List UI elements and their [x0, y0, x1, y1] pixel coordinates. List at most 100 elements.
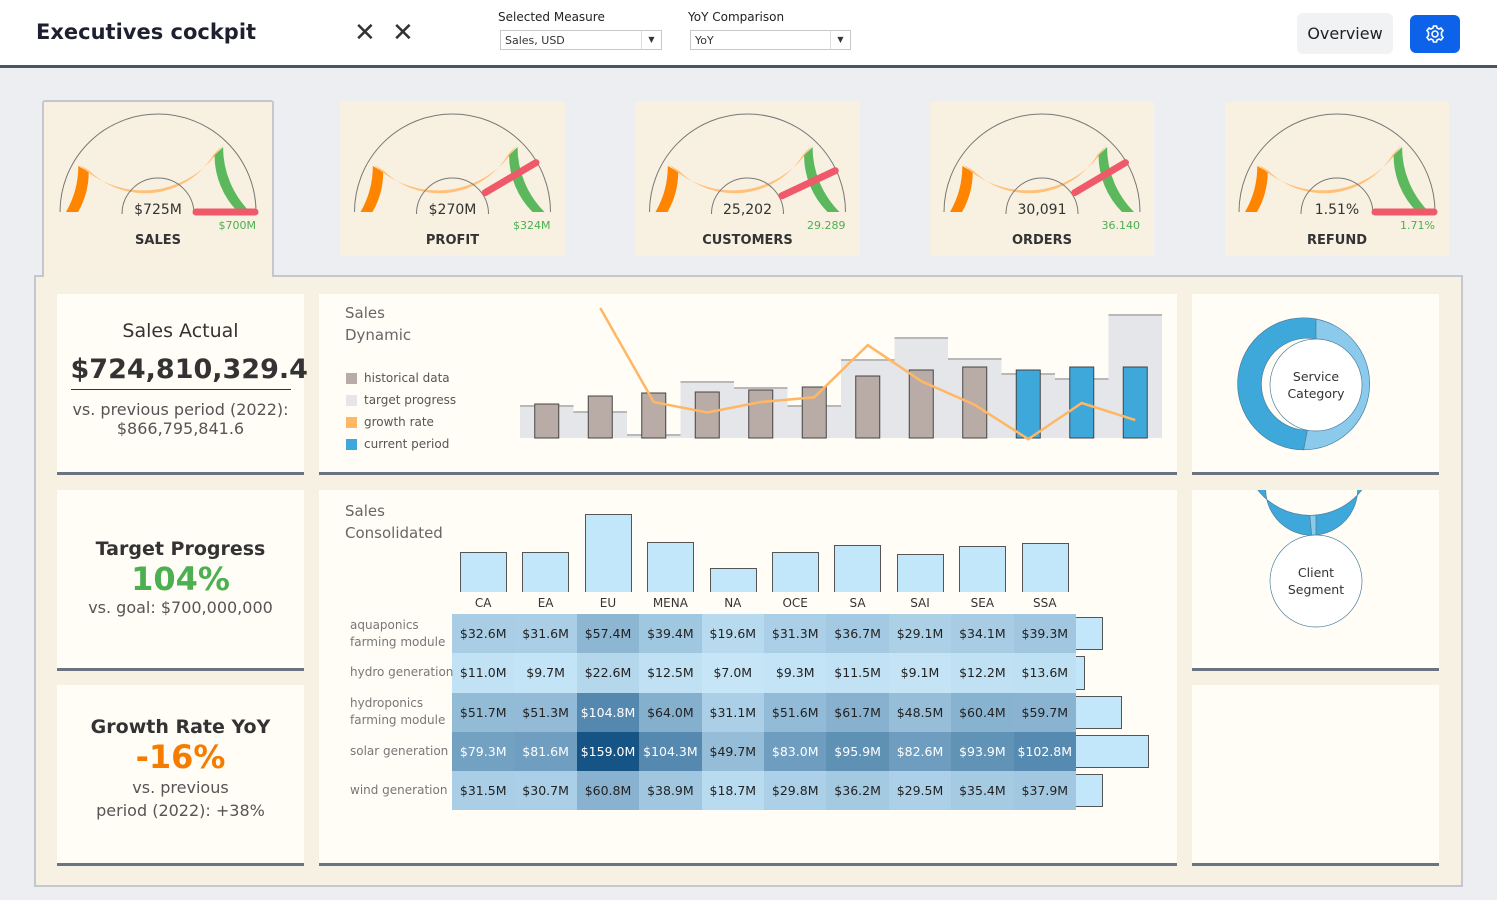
x-icon[interactable]: ✕ — [392, 18, 414, 48]
heatmap-cell[interactable]: $49.7M — [701, 731, 764, 772]
legend-item[interactable]: growth rate — [346, 411, 456, 433]
heatmap-cell[interactable]: $31.1M — [701, 692, 764, 732]
heatmap-cell[interactable]: $29.8M — [764, 771, 827, 811]
heatmap-cell[interactable]: $29.1M — [888, 614, 952, 654]
historical-bar — [748, 389, 774, 439]
heatmap-cell[interactable]: $38.9M — [639, 771, 702, 811]
row-total-bar[interactable] — [1076, 695, 1122, 729]
yoy-comparison-dropdown[interactable]: YoY ▼ — [690, 30, 851, 50]
heatmap-cell[interactable]: $61.7M — [826, 692, 889, 732]
heatmap-cell[interactable]: $31.3M — [764, 614, 827, 654]
row-label: wind generation — [350, 782, 447, 799]
heatmap-cell[interactable]: $60.8M — [576, 771, 640, 811]
legend-item[interactable]: target progress — [346, 389, 456, 411]
column-total-bar[interactable] — [896, 553, 944, 592]
row-total-bar[interactable] — [1076, 617, 1104, 651]
chart-title-line: Dynamic — [345, 326, 412, 344]
x-icon[interactable]: ✕ — [354, 18, 376, 48]
heatmap-cell[interactable]: $95.9M — [826, 731, 889, 772]
heatmap-cell[interactable]: $51.6M — [764, 692, 827, 732]
row-label-line: solar generation — [350, 744, 449, 759]
client-segment-card: Client Segment — [1192, 382, 1439, 671]
heatmap-cell[interactable]: $36.2M — [826, 771, 889, 811]
heatmap-cell[interactable]: $83.0M — [764, 731, 827, 772]
target-progress-title: Target Progress — [95, 538, 266, 560]
heatmap-cell[interactable]: $51.7M — [452, 692, 515, 732]
heatmap-cell[interactable]: $11.0M — [452, 653, 515, 693]
heatmap-cell[interactable]: $51.3M — [514, 692, 577, 732]
gauge-card-orders[interactable]: 30,091 36.140 ORDERS — [930, 102, 1154, 256]
heatmap-cell[interactable]: $29.5M — [888, 771, 952, 811]
gauge-card-sales[interactable]: $725M $700M SALES — [42, 100, 274, 277]
overview-button[interactable]: Overview — [1297, 13, 1393, 54]
empty-card — [1192, 685, 1439, 866]
column-total-bar[interactable] — [522, 552, 570, 592]
historical-bar — [855, 375, 881, 439]
heatmap-cell[interactable]: $31.5M — [452, 771, 515, 811]
growth-rate-line — [599, 307, 1136, 441]
heatmap-cell[interactable]: $39.3M — [1013, 614, 1076, 654]
heatmap-cell[interactable]: $36.7M — [826, 614, 889, 654]
column-total-bar[interactable] — [959, 546, 1007, 592]
settings-button[interactable] — [1410, 15, 1460, 53]
heatmap-cell[interactable]: $93.9M — [951, 731, 1014, 772]
column-total-bar[interactable] — [460, 552, 507, 592]
gauge-card-refund[interactable]: 1.51% 1.71% REFUND — [1225, 102, 1449, 256]
row-total-bar[interactable] — [1076, 774, 1104, 808]
gauge-value: $725M — [134, 202, 182, 218]
heatmap-cell[interactable]: $82.6M — [888, 731, 952, 772]
heatmap-cell[interactable]: $81.6M — [514, 731, 577, 772]
heatmap-cell[interactable]: $60.4M — [951, 692, 1014, 732]
historical-bar — [801, 386, 827, 439]
heatmap-cell[interactable]: $11.5M — [826, 653, 889, 693]
column-total-bar[interactable] — [647, 541, 695, 592]
gauge-inner-arc — [1300, 177, 1374, 215]
client-segment-donut[interactable]: Client Segment — [1192, 382, 1439, 668]
selected-measure-dropdown[interactable]: Sales, USD ▼ — [500, 30, 662, 50]
heatmap-cell[interactable]: $13.6M — [1013, 653, 1076, 693]
heatmap-cell[interactable]: $59.7M — [1013, 692, 1076, 732]
heatmap-cell[interactable]: $12.2M — [951, 653, 1014, 693]
legend-item[interactable]: historical data — [346, 367, 456, 389]
heatmap-cell[interactable]: $104.3M — [639, 731, 702, 772]
heatmap-cell[interactable]: $9.3M — [764, 653, 827, 693]
heatmap-cell[interactable]: $9.7M — [514, 653, 577, 693]
target-progress-card: Target Progress 104% vs. goal: $700,000,… — [57, 490, 304, 671]
heatmap-cell[interactable]: $9.1M — [888, 653, 952, 693]
heatmap-cell[interactable]: $104.8M — [576, 692, 640, 732]
heatmap-cell[interactable]: $79.3M — [452, 731, 515, 772]
heatmap-cell[interactable]: $64.0M — [639, 692, 702, 732]
row-total-bar[interactable] — [1076, 734, 1149, 769]
yoy-comparison-label: YoY Comparison — [688, 10, 785, 24]
gauge-target: 36.140 — [1102, 219, 1141, 232]
service-category-donut[interactable]: Service Category — [1192, 294, 1439, 472]
column-total-bar[interactable] — [1021, 543, 1069, 592]
heatmap-cell[interactable]: $30.7M — [514, 771, 577, 811]
heatmap-cell[interactable]: $34.1M — [951, 614, 1014, 654]
heatmap-cell[interactable]: $159.0M — [576, 731, 640, 772]
heatmap-cell[interactable]: $22.6M — [576, 653, 640, 693]
legend-item[interactable]: current period — [346, 433, 456, 455]
page-title: Executives cockpit — [36, 20, 257, 44]
column-total-bar[interactable] — [772, 552, 819, 592]
heatmap-cell[interactable]: $37.9M — [1013, 771, 1076, 811]
column-total-bar[interactable] — [584, 513, 632, 592]
heatmap-cell[interactable]: $7.0M — [701, 653, 764, 693]
heatmap-cell[interactable]: $32.6M — [452, 614, 515, 654]
gauge-outline — [59, 113, 257, 213]
heatmap-cell[interactable]: $57.4M — [576, 614, 640, 654]
heatmap-cell[interactable]: $19.6M — [701, 614, 764, 654]
heatmap-cell[interactable]: $39.4M — [639, 614, 702, 654]
heatmap-cell[interactable]: $48.5M — [888, 692, 952, 732]
heatmap-cell[interactable]: $102.8M — [1013, 731, 1076, 772]
column-total-bar[interactable] — [709, 567, 757, 592]
heatmap-cell[interactable]: $18.7M — [701, 771, 764, 811]
gauge-card-profit[interactable]: $270M $324M PROFIT — [340, 102, 565, 256]
column-total-bar[interactable] — [834, 545, 882, 592]
gauge-card-customers[interactable]: 25,202 29.289 CUSTOMERS — [635, 102, 860, 256]
row-total-bar[interactable] — [1076, 656, 1086, 690]
heatmap-cell[interactable]: $12.5M — [639, 653, 702, 693]
heatmap-cell[interactable]: $35.4M — [951, 771, 1014, 811]
heatmap-cell[interactable]: $31.6M — [514, 614, 577, 654]
donut-label: Service — [1293, 369, 1340, 384]
